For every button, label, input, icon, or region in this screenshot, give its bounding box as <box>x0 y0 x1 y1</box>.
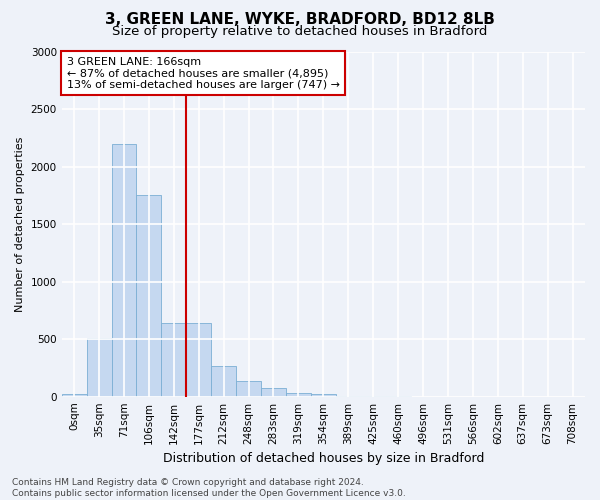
Bar <box>161 323 186 396</box>
Bar <box>261 388 286 396</box>
Y-axis label: Number of detached properties: Number of detached properties <box>15 136 25 312</box>
Bar <box>136 196 161 396</box>
Text: Contains HM Land Registry data © Crown copyright and database right 2024.
Contai: Contains HM Land Registry data © Crown c… <box>12 478 406 498</box>
Text: Size of property relative to detached houses in Bradford: Size of property relative to detached ho… <box>112 25 488 38</box>
Bar <box>311 394 336 396</box>
Bar <box>211 366 236 396</box>
X-axis label: Distribution of detached houses by size in Bradford: Distribution of detached houses by size … <box>163 452 484 465</box>
Bar <box>286 393 311 396</box>
Text: 3 GREEN LANE: 166sqm
← 87% of detached houses are smaller (4,895)
13% of semi-de: 3 GREEN LANE: 166sqm ← 87% of detached h… <box>67 56 340 90</box>
Bar <box>86 338 112 396</box>
Bar <box>112 144 136 396</box>
Bar <box>186 323 211 396</box>
Text: 3, GREEN LANE, WYKE, BRADFORD, BD12 8LB: 3, GREEN LANE, WYKE, BRADFORD, BD12 8LB <box>105 12 495 28</box>
Bar <box>62 394 86 396</box>
Bar <box>236 381 261 396</box>
